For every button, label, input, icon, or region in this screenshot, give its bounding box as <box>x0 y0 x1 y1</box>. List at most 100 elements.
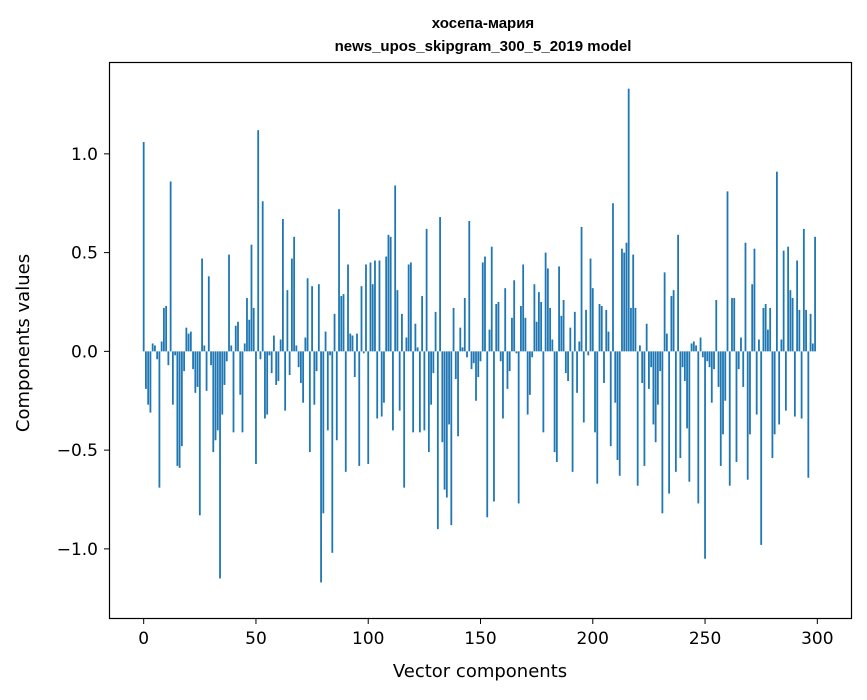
bar-component-29 <box>207 276 210 352</box>
bar-component-54 <box>264 351 266 419</box>
bar-component-174 <box>533 284 536 352</box>
bar-component-241 <box>683 351 686 381</box>
y-axis-label: Components values <box>13 254 34 432</box>
bar-component-40 <box>232 351 235 433</box>
bar-component-162 <box>506 351 509 389</box>
bar-component-272 <box>753 248 756 352</box>
bar-component-28 <box>205 351 208 391</box>
bar-component-221 <box>639 345 641 352</box>
bar-component-16 <box>178 351 181 468</box>
bar-component-89 <box>342 294 345 352</box>
bar-component-128 <box>430 351 432 405</box>
bar-component-226 <box>650 351 653 368</box>
bar-component-102 <box>371 284 374 352</box>
bar-component-62 <box>282 219 284 352</box>
bar-component-205 <box>603 351 605 383</box>
x-tick-label: 150 <box>464 629 496 649</box>
bar-component-165 <box>513 280 516 352</box>
bar-component-59 <box>275 351 278 385</box>
y-tick-label: 1.0 <box>71 145 98 165</box>
bar-component-225 <box>648 351 650 389</box>
bar-component-287 <box>787 246 790 352</box>
bar-component-3 <box>149 351 152 413</box>
bar-component-96 <box>358 351 361 466</box>
bar-component-273 <box>755 351 758 415</box>
bar-component-78 <box>317 284 320 352</box>
bar-component-299 <box>814 236 816 352</box>
bar-component-231 <box>661 351 664 514</box>
bar-component-236 <box>672 290 675 352</box>
bar-component-12 <box>169 181 172 352</box>
bar-component-141 <box>459 327 462 352</box>
bar-component-145 <box>468 221 471 352</box>
bar-component-286 <box>784 351 787 411</box>
bar-component-107 <box>383 351 385 403</box>
bar-component-261 <box>728 351 731 486</box>
bar-component-98 <box>362 351 365 354</box>
bar-component-71 <box>302 351 305 403</box>
bar-component-136 <box>448 351 450 425</box>
bar-component-52 <box>259 351 262 360</box>
bar-component-229 <box>656 351 659 405</box>
bar-component-204 <box>600 305 603 352</box>
bar-component-86 <box>335 351 338 441</box>
bar-component-194 <box>578 341 581 352</box>
bar-component-73 <box>306 278 309 352</box>
bar-component-187 <box>562 300 565 352</box>
bar-component-5 <box>154 345 156 352</box>
bar-component-203 <box>598 303 601 352</box>
bar-component-248 <box>699 337 702 352</box>
x-tick-label: 300 <box>801 629 833 649</box>
bar-component-164 <box>511 317 513 352</box>
bar-component-163 <box>508 351 511 372</box>
bar-component-219 <box>634 307 637 352</box>
bar-component-198 <box>587 351 590 356</box>
bar-component-245 <box>692 341 695 352</box>
bar-component-183 <box>553 351 556 453</box>
bar-component-266 <box>740 337 742 352</box>
bar-component-269 <box>746 351 749 480</box>
bar-component-131 <box>436 351 439 530</box>
bar-component-44 <box>241 351 244 433</box>
bar-component-15 <box>176 351 179 466</box>
x-axis-ticks: 0 50 100 150 200 250 300 <box>138 618 834 649</box>
bar-component-252 <box>708 351 711 368</box>
bar-component-200 <box>591 288 594 352</box>
bar-component-144 <box>466 351 468 358</box>
bar-component-285 <box>782 250 785 352</box>
y-axis-ticks: −1.0 −0.5 0.0 0.5 1.0 <box>57 145 110 560</box>
bar-component-1 <box>145 351 147 389</box>
bar-component-70 <box>299 351 302 383</box>
bar-component-254 <box>713 351 715 370</box>
bar-component-274 <box>758 339 760 352</box>
bar-component-61 <box>279 339 282 352</box>
bar-component-115 <box>401 313 403 352</box>
y-tick-label: 0.0 <box>71 342 98 362</box>
bar-component-67 <box>293 236 296 352</box>
bar-component-32 <box>214 351 217 441</box>
bar-component-41 <box>234 325 237 352</box>
bar-component-215 <box>625 242 628 352</box>
bar-component-268 <box>744 242 747 352</box>
bar-component-25 <box>198 351 201 516</box>
bar-component-110 <box>389 236 392 352</box>
bar-component-11 <box>167 351 170 366</box>
bar-component-242 <box>686 351 688 429</box>
bar-component-119 <box>409 262 412 352</box>
bar-component-196 <box>582 351 585 423</box>
bar-component-195 <box>580 226 583 352</box>
bar-component-251 <box>706 351 709 362</box>
bar-component-177 <box>540 301 543 352</box>
bar-component-8 <box>160 341 163 352</box>
bar-component-173 <box>531 351 534 358</box>
bar-component-253 <box>710 351 713 403</box>
chart-title: хосепа-мария news_upos_skipgram_300_5_20… <box>335 15 632 55</box>
bar-component-249 <box>701 351 704 358</box>
bar-component-237 <box>674 351 677 472</box>
bar-component-156 <box>493 351 495 502</box>
bar-component-153 <box>486 351 489 518</box>
bar-component-47 <box>248 319 251 352</box>
bar-component-48 <box>250 244 253 352</box>
